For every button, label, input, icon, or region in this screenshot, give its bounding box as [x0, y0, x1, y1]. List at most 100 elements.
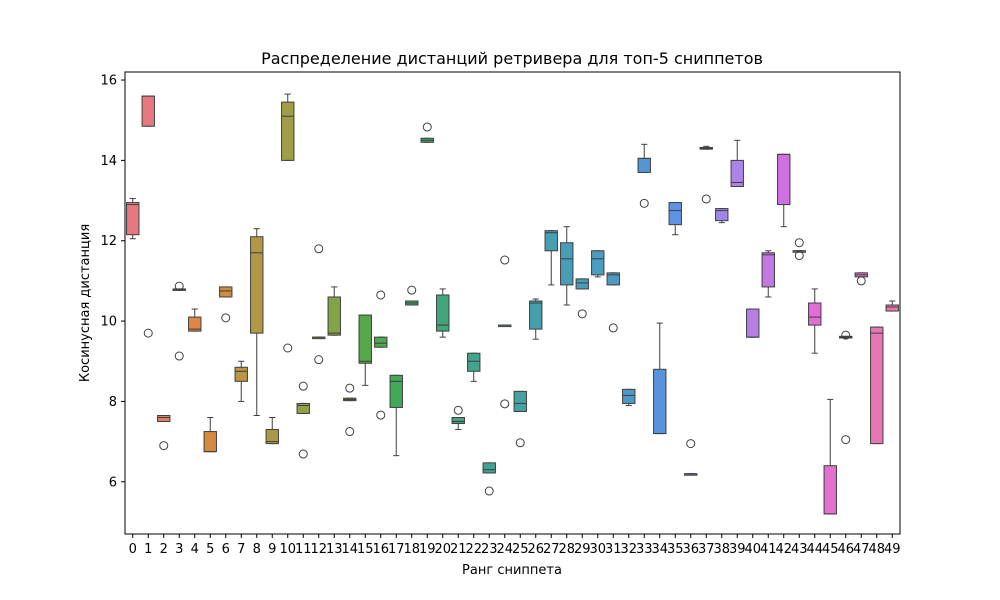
outlier-point: [143, 328, 153, 338]
box-rank-15: [358, 314, 372, 386]
x-tick-label: 21: [450, 542, 467, 557]
box-rank-16: [374, 290, 388, 420]
outlier-point: [298, 381, 308, 391]
box-rank-48: [870, 326, 884, 445]
x-tick-label: 44: [806, 542, 823, 557]
outlier-point: [159, 441, 169, 451]
box-rank-2: [157, 414, 171, 451]
iqr-box: [808, 302, 822, 326]
box-rank-4: [188, 308, 202, 332]
x-tick-label: 11: [295, 542, 312, 557]
iqr-box: [591, 250, 605, 276]
iqr-box: [203, 431, 217, 453]
x-tick-label: 45: [822, 542, 839, 557]
outlier-point: [314, 244, 324, 254]
box-rank-19: [420, 122, 434, 143]
box-rank-7: [234, 360, 248, 402]
iqr-box: [374, 336, 388, 348]
x-tick-label: 8: [253, 542, 261, 557]
box-rank-44: [808, 288, 822, 354]
box-rank-24: [498, 255, 512, 409]
box-rank-30: [591, 250, 605, 278]
box-rank-3: [172, 281, 186, 361]
x-tick-label: 26: [527, 542, 544, 557]
x-tick-label: 41: [760, 542, 777, 557]
box-rank-47: [854, 272, 868, 286]
box-rank-8: [250, 228, 264, 416]
x-tick-label: 9: [268, 542, 276, 557]
iqr-box: [467, 352, 481, 372]
box-rank-45: [823, 398, 837, 515]
y-tick-label: 6: [109, 475, 117, 490]
outlier-point: [856, 276, 866, 286]
iqr-box: [389, 374, 403, 408]
box-rank-29: [575, 278, 589, 319]
x-tick-label: 29: [574, 542, 591, 557]
y-axis: 6 8 10 12 14 16: [100, 74, 125, 490]
y-tick-label: 12: [100, 234, 117, 249]
x-tick-label: 1: [144, 542, 152, 557]
box-rank-9: [265, 416, 279, 445]
x-tick-label: 20: [434, 542, 451, 557]
iqr-box: [606, 272, 620, 286]
iqr-box: [575, 278, 589, 290]
x-tick-label: 22: [465, 542, 482, 557]
iqr-box: [653, 368, 667, 435]
outlier-point: [298, 449, 308, 459]
x-tick-label: 4: [191, 542, 199, 557]
x-tick-label: 23: [481, 542, 498, 557]
outlier-point: [221, 313, 231, 323]
box-rank-33: [637, 143, 651, 208]
box-rank-10: [281, 93, 295, 353]
x-tick-label: 46: [837, 542, 854, 557]
box-rank-36: [684, 439, 698, 476]
y-tick-label: 14: [100, 154, 117, 169]
x-tick-label: 15: [357, 542, 374, 557]
outlier-point: [407, 285, 417, 295]
iqr-box: [529, 300, 543, 330]
outlier-point: [686, 439, 696, 449]
iqr-box: [622, 388, 636, 404]
box-rank-40: [746, 308, 760, 338]
y-axis-title: Косинусная дистанция: [78, 224, 93, 382]
x-tick-label: 7: [237, 542, 245, 557]
x-tick-label: 5: [206, 542, 214, 557]
x-tick-label: 16: [372, 542, 389, 557]
outlier-point: [794, 238, 804, 248]
x-tick-label: 17: [388, 542, 405, 557]
x-tick-label: 3: [175, 542, 183, 557]
outlier-point: [794, 251, 804, 261]
x-tick-label: 38: [713, 542, 730, 557]
x-tick-label: 24: [496, 542, 513, 557]
iqr-box: [730, 159, 744, 187]
iqr-box: [126, 202, 140, 236]
box-rank-6: [219, 286, 233, 323]
box-rank-37: [699, 145, 713, 204]
iqr-box: [250, 236, 264, 334]
iqr-box: [219, 286, 233, 298]
iqr-box: [188, 316, 202, 332]
chart-title: Распределение дистанций ретривера для то…: [261, 49, 763, 68]
x-tick-label: 47: [853, 542, 870, 557]
iqr-box: [761, 252, 775, 288]
x-tick-label: 48: [868, 542, 885, 557]
iqr-box: [482, 462, 496, 474]
outlier-point: [376, 410, 386, 420]
box-rank-11: [296, 381, 310, 459]
box-rank-23: [482, 462, 496, 496]
iqr-box: [281, 101, 295, 161]
box-rank-20: [436, 288, 450, 338]
iqr-box: [265, 429, 279, 445]
box-rank-18: [405, 285, 419, 306]
iqr-box: [777, 153, 791, 206]
x-tick-label: 30: [589, 542, 606, 557]
box-rank-22: [467, 352, 481, 382]
x-tick-label: 33: [636, 542, 653, 557]
outlier-point: [345, 383, 355, 393]
box-rank-39: [730, 139, 744, 187]
iqr-box: [296, 402, 310, 414]
box-rank-12: [312, 244, 326, 365]
plot-frame: [124, 71, 901, 535]
